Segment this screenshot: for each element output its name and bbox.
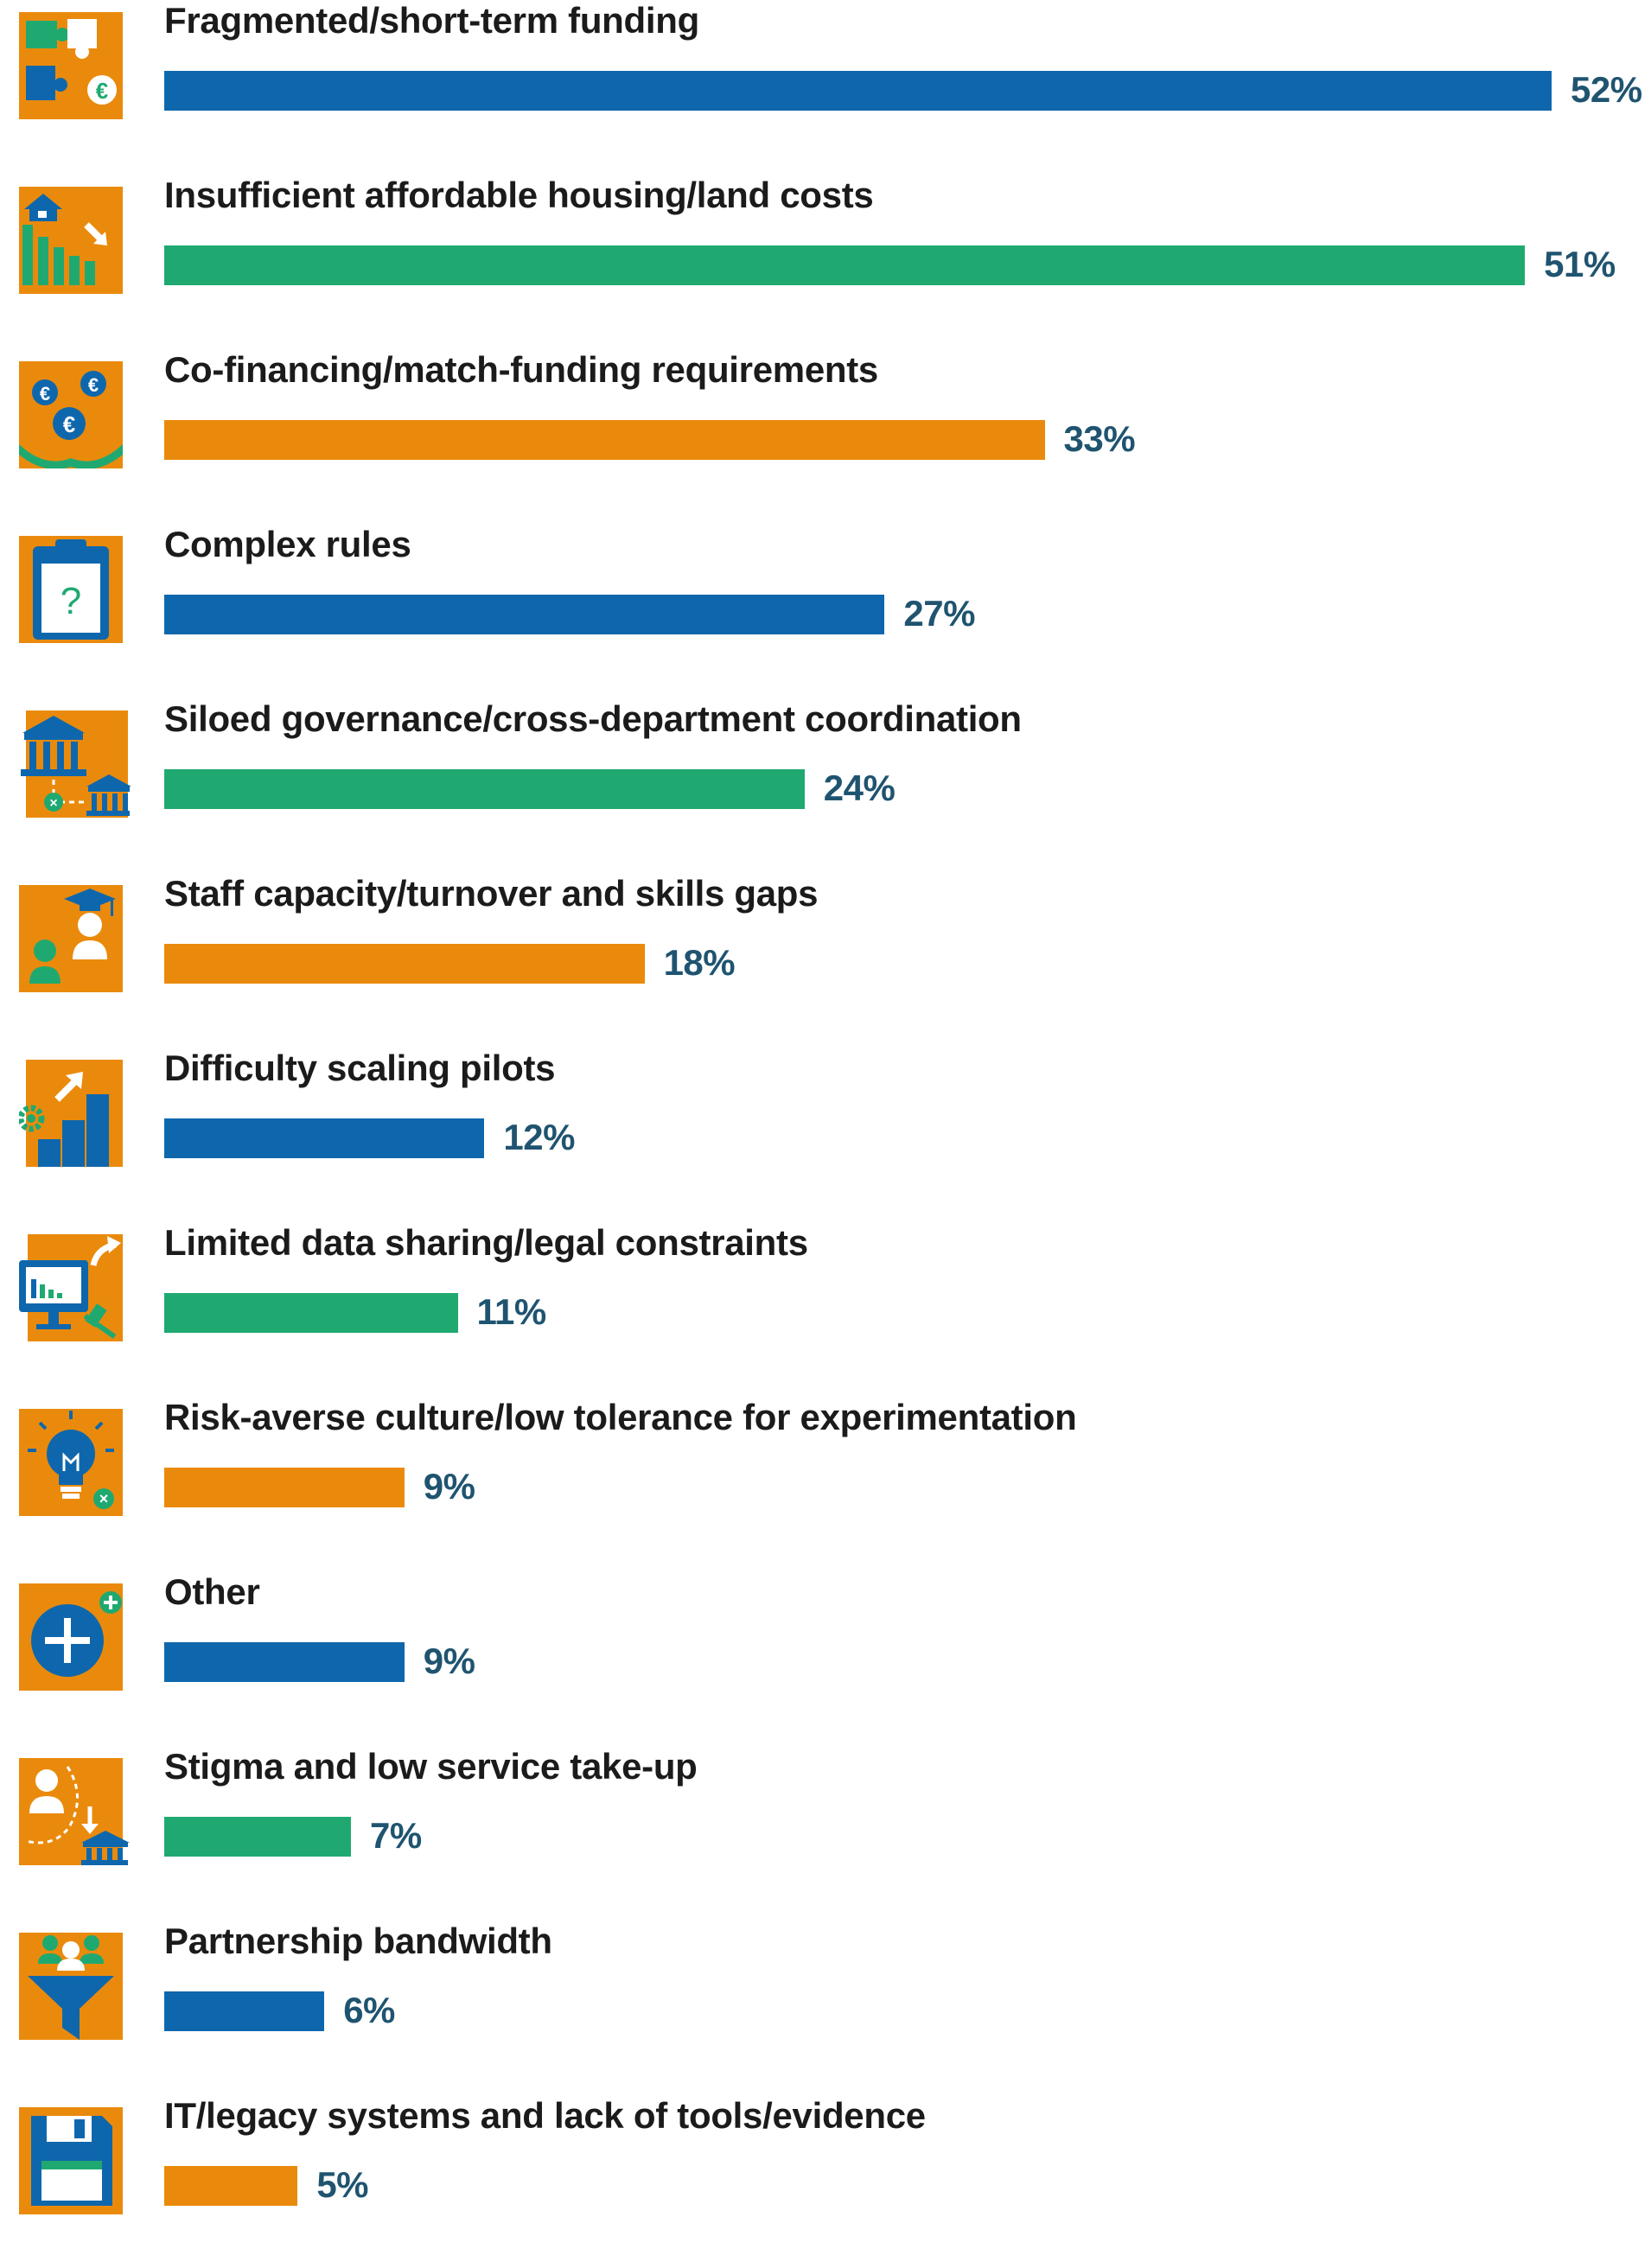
category-label: Stigma and low service take-up [164,1746,698,1787]
category-label: Insufficient affordable housing/land cos… [164,175,874,215]
bar-row: Limited data sharing/legal constraints 11… [0,1222,1651,1395]
category-label: IT/legacy systems and lack of tools/evid… [164,2095,926,2136]
data-monitor-gavel-icon [19,1234,123,1341]
value-label: 5% [316,2164,369,2205]
bar [164,1991,325,2031]
bar-row: Stigma and low service take-up 7% [0,1746,1651,1919]
lightbulb-risk-icon: × [19,1409,123,1516]
bar [164,1642,405,1682]
value-label: 18% [663,942,736,983]
bar-row: ? Complex rules 27% [0,524,1651,697]
category-label: Difficulty scaling pilots [164,1048,556,1088]
partnership-funnel-icon [19,1933,123,2040]
bar [164,769,805,809]
bar [164,1817,352,1857]
value-label: 24% [823,768,896,808]
category-label: Risk-averse culture/low tolerance for ex… [164,1397,1077,1437]
plus-circle-icon [19,1583,123,1691]
bar-row: Difficulty scaling pilots 12% [0,1048,1651,1220]
svg-text:€: € [88,374,99,396]
value-label: 51% [1544,244,1616,284]
floppy-disk-icon [19,2107,123,2214]
bar-row: Insufficient affordable housing/land cos… [0,175,1651,347]
svg-text:×: × [49,796,57,811]
bar [164,1293,458,1333]
value-label: 7% [370,1815,422,1856]
bar-row: Staff capacity/turnover and skills gaps 1… [0,873,1651,1046]
value-label: 27% [903,593,975,634]
category-label: Partnership bandwidth [164,1921,552,1961]
svg-text:×: × [99,1490,109,1507]
housing-cost-icon [19,187,123,294]
category-label: Fragmented/short-term funding [164,0,699,41]
category-label: Complex rules [164,524,411,564]
category-label: Other [164,1571,260,1612]
bar [164,595,885,634]
value-label: 52% [1571,69,1642,110]
government-buildings-icon: × [21,710,131,818]
bar-row: × Siloed governance/cross-department coor… [0,698,1651,871]
svg-text:€: € [40,383,50,405]
value-label: 33% [1063,418,1136,459]
bar [164,245,1526,285]
bar-row: × Risk-averse culture/low tolerance for e… [0,1397,1651,1570]
euro-coins-hands-icon: € € € [19,361,123,468]
value-label: 6% [343,1990,395,2030]
bar-row: € € € Co-financing/match-funding require… [0,349,1651,522]
bar [164,420,1045,460]
clipboard-question-icon: ? [19,536,123,643]
bar-row: € Fragmented/short-term funding 52% [0,0,1651,173]
value-label: 9% [423,1640,475,1681]
bar [164,1468,405,1507]
value-label: 11% [476,1291,547,1332]
bar [164,1118,485,1158]
bar [164,71,1552,111]
svg-text:?: ? [61,580,81,622]
svg-text:€: € [63,411,75,437]
bar-row: IT/legacy systems and lack of tools/evid… [0,2095,1651,2268]
category-label: Limited data sharing/legal constraints [164,1222,808,1263]
value-label: 12% [503,1117,575,1157]
person-stigma-icon [19,1758,130,1865]
category-label: Siloed governance/cross-department coord… [164,698,1022,739]
value-label: 9% [423,1466,475,1507]
svg-text:€: € [96,78,108,104]
category-label: Staff capacity/turnover and skills gaps [164,873,819,914]
bar-row: Other 9% [0,1571,1651,1744]
bar-row: Partnership bandwidth 6% [0,1921,1651,2093]
bar-chart: € Fragmented/short-term funding 52% Insuff… [0,0,1651,2214]
puzzle-euro-icon: € [19,12,123,119]
bar [164,944,645,984]
scaling-growth-icon [19,1060,123,1167]
staff-graduate-icon [19,885,123,992]
category-label: Co-financing/match-funding requirements [164,349,878,390]
bar [164,2166,298,2206]
